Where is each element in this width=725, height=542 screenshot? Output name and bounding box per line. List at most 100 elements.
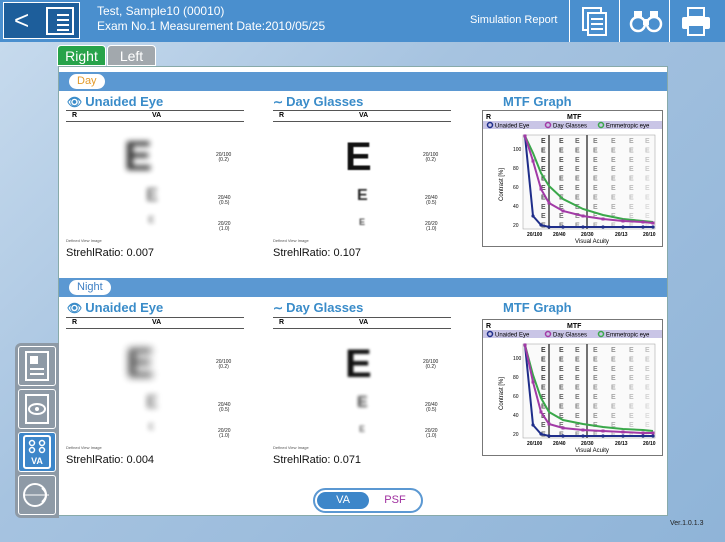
mtf-point-unaided xyxy=(561,225,565,229)
mtf-e-mark: E xyxy=(559,375,564,382)
mtf-e-mark: E xyxy=(559,347,564,354)
mtf-e-mark: E xyxy=(575,366,580,373)
letter-e-large: E xyxy=(124,132,153,179)
legend-entry: Emmetropic eye xyxy=(606,333,650,339)
psf-mode-button[interactable]: PSF xyxy=(384,494,406,506)
legend-entry: Day Glasses xyxy=(553,333,587,339)
mtf-e-mark: E xyxy=(559,356,564,363)
mtf-xlabel: Visual Acuity xyxy=(575,448,609,454)
mtf-e-mark: E xyxy=(629,347,634,354)
va-label: 20/20 (1.0) xyxy=(425,428,438,439)
mtf-point-unaided xyxy=(531,423,535,427)
sidebar-item-eye-map[interactable] xyxy=(18,389,56,429)
y-tick-label: 40 xyxy=(513,413,519,419)
mtf-legend-bar xyxy=(483,330,662,338)
x-tick-label: 20/30 xyxy=(581,232,594,238)
mtf-e-mark: E xyxy=(645,185,650,192)
mtf-curve-unaided xyxy=(524,344,653,437)
va-mode-button[interactable]: VA xyxy=(317,492,369,509)
mtf-e-mark: E xyxy=(611,422,616,429)
mtf-point-unaided xyxy=(621,225,625,229)
mtf-e-mark: E xyxy=(575,138,580,145)
mtf-e-mark: E xyxy=(611,394,616,401)
va-table-header: R VA xyxy=(273,317,451,329)
mtf-e-mark: E xyxy=(611,375,616,382)
va-label: 20/40 (0.5) xyxy=(218,195,231,206)
va-label: 20/100 (0.2) xyxy=(216,152,232,163)
mtf-e-mark: E xyxy=(575,413,580,420)
mtf-e-mark: E xyxy=(541,422,546,429)
mtf-e-mark: E xyxy=(541,185,546,192)
report-button[interactable] xyxy=(569,0,619,42)
mtf-point-unaided xyxy=(651,434,655,438)
legend-marker xyxy=(486,330,494,338)
mtf-e-mark: E xyxy=(611,166,616,173)
mtf-e-mark: E xyxy=(593,366,598,373)
va-table-header: R VA xyxy=(66,317,244,329)
mtf-e-mark: E xyxy=(593,176,598,183)
mtf-graph-night: R MTF Unaided Eye Day Glasses Emmetropic eye… xyxy=(482,319,663,456)
back-button[interactable]: < xyxy=(3,2,80,39)
unaided-eye-title: 👁 Unaided Eye xyxy=(67,300,164,315)
mtf-e-mark: E xyxy=(629,157,634,164)
sidebar-item-patient[interactable] xyxy=(18,346,56,386)
mtf-e-mark: E xyxy=(629,194,634,201)
sidebar-item-va[interactable]: VA xyxy=(18,432,56,472)
mtf-e-mark: E xyxy=(629,375,634,382)
mtf-e-mark: E xyxy=(645,422,650,429)
mtf-curve-glasses xyxy=(524,135,654,224)
mtf-e-mark: E xyxy=(629,394,634,401)
mtf-e-mark: E xyxy=(593,157,598,164)
simulation-panel: Day 👁 Unaided Eye ∼ Day Glasses MTF Graph … xyxy=(58,66,668,516)
mtf-e-mark: E xyxy=(593,375,598,382)
mtf-e-mark: E xyxy=(593,213,598,220)
print-button[interactable] xyxy=(669,0,725,42)
mtf-ylabel: Contrast [%] xyxy=(499,377,505,410)
legend-marker xyxy=(597,121,605,129)
mtf-e-mark: E xyxy=(559,413,564,420)
mtf-point-glasses xyxy=(561,426,565,430)
legend-marker xyxy=(544,121,552,129)
tab-right-eye[interactable]: Right xyxy=(57,45,106,66)
mtf-e-mark: E xyxy=(611,366,616,373)
mtf-e-mark: E xyxy=(593,138,598,145)
eye-map-icon xyxy=(25,394,49,424)
mtf-e-mark: E xyxy=(611,185,616,192)
mtf-e-mark: E xyxy=(541,166,546,173)
mtf-e-mark: E xyxy=(629,403,634,410)
mtf-e-mark: E xyxy=(541,356,546,363)
mtf-e-mark: E xyxy=(575,194,580,201)
glasses-icon: ∼ xyxy=(273,95,284,109)
mtf-point-unaided xyxy=(561,434,565,438)
mtf-e-mark: E xyxy=(575,213,580,220)
simulation-button[interactable] xyxy=(619,0,669,42)
mtf-e-mark: E xyxy=(611,147,616,154)
patient-card-icon xyxy=(25,351,49,381)
mtf-e-mark: E xyxy=(559,166,564,173)
strehl-ratio: StrehlRatio: 0.071 xyxy=(273,454,362,466)
sidebar-item-eye-profile[interactable] xyxy=(18,475,56,515)
mtf-e-mark: E xyxy=(645,403,650,410)
y-tick-label: 40 xyxy=(513,204,519,210)
top-bar: < Test, Sample10 (00010) Exam No.1 Measu… xyxy=(0,0,725,42)
eye-icon: 👁 xyxy=(67,95,83,109)
mtf-e-mark: E xyxy=(593,394,598,401)
mtf-e-mark: E xyxy=(645,366,650,373)
va-chart-unaided-night: E E E 20/100 (0.2) 20/40 (0.5) 20/20 (1.0) … xyxy=(66,330,244,451)
letter-e-small: E xyxy=(359,424,366,434)
mtf-header: MTF xyxy=(567,323,582,330)
day-glasses-title: ∼ Day Glasses xyxy=(273,94,364,109)
x-tick-label: 20/13 xyxy=(615,441,628,447)
y-tick-label: 80 xyxy=(513,166,519,172)
mtf-e-mark: E xyxy=(629,185,634,192)
mtf-e-mark: E xyxy=(629,147,634,154)
mtf-e-mark: E xyxy=(611,204,616,211)
tab-left-eye[interactable]: Left xyxy=(107,45,156,66)
unaided-eye-title: 👁 Unaided Eye xyxy=(67,94,164,109)
exam-info: Exam No.1 Measurement Date:2010/05/25 xyxy=(97,19,326,33)
letter-e-medium: E xyxy=(146,392,159,412)
mtf-e-mark: E xyxy=(645,166,650,173)
mtf-plot-area xyxy=(522,134,656,230)
mtf-e-mark: E xyxy=(559,176,564,183)
mtf-e-mark: E xyxy=(559,204,564,211)
